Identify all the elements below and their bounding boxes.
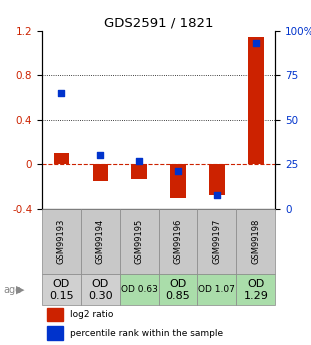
- Bar: [170, 164, 186, 198]
- Text: GSM99198: GSM99198: [251, 219, 260, 264]
- Bar: [159, 274, 197, 305]
- Title: GDS2591 / 1821: GDS2591 / 1821: [104, 17, 213, 30]
- Text: OD
1.29: OD 1.29: [244, 279, 268, 300]
- Text: log2 ratio: log2 ratio: [70, 310, 113, 319]
- Bar: [54, 153, 69, 164]
- Text: percentile rank within the sample: percentile rank within the sample: [70, 329, 223, 338]
- Text: OD
0.85: OD 0.85: [166, 279, 190, 300]
- Bar: [42, 209, 81, 274]
- Bar: [132, 164, 147, 179]
- Bar: [120, 209, 159, 274]
- Bar: [120, 274, 159, 305]
- Text: GSM99195: GSM99195: [135, 219, 144, 264]
- Text: OD
0.30: OD 0.30: [88, 279, 113, 300]
- Bar: [197, 209, 236, 274]
- Bar: [197, 274, 236, 305]
- Bar: [248, 37, 263, 164]
- Text: age: age: [3, 285, 21, 295]
- Bar: [81, 209, 120, 274]
- Point: [253, 41, 258, 46]
- Text: GSM99197: GSM99197: [212, 219, 221, 264]
- Point: [59, 90, 64, 96]
- Text: ▶: ▶: [16, 285, 25, 295]
- Bar: [42, 274, 81, 305]
- Bar: [93, 164, 108, 181]
- Text: GSM99193: GSM99193: [57, 219, 66, 264]
- Bar: [159, 209, 197, 274]
- Point: [175, 169, 180, 174]
- Bar: [47, 308, 63, 322]
- Text: OD 0.63: OD 0.63: [121, 285, 158, 294]
- Point: [137, 158, 142, 164]
- Text: GSM99196: GSM99196: [174, 219, 183, 264]
- Bar: [47, 326, 63, 340]
- Bar: [236, 209, 275, 274]
- Point: [215, 192, 220, 197]
- Point: [98, 152, 103, 158]
- Bar: [236, 274, 275, 305]
- Bar: [81, 274, 120, 305]
- Text: OD
0.15: OD 0.15: [49, 279, 74, 300]
- Bar: [209, 164, 225, 195]
- Text: OD 1.07: OD 1.07: [198, 285, 235, 294]
- Text: GSM99194: GSM99194: [96, 219, 105, 264]
